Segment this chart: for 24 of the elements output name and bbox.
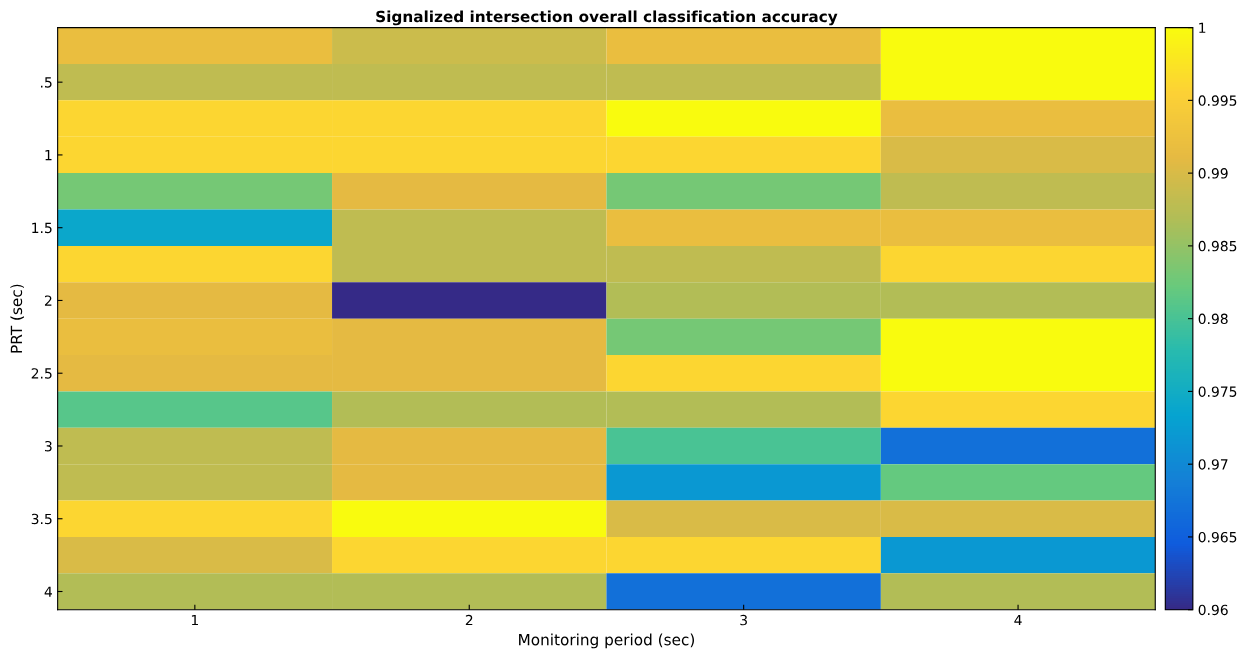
y-tick-label: 4	[44, 586, 52, 597]
y-tick-label: 1	[45, 150, 52, 161]
y-axis-title: PRT (sec)	[10, 284, 24, 353]
chart-title: Signalized intersection overall classification accuracy	[376, 10, 838, 26]
x-tick-label: 4	[1014, 614, 1022, 626]
y-tick-label: 2.5	[31, 368, 52, 379]
color-bar-label: 0.965	[1198, 531, 1237, 543]
y-tick-label: 1.5	[32, 222, 52, 234]
color-bar-label: 0.96	[1198, 604, 1228, 616]
color-bar-label: 1	[1199, 22, 1206, 33]
y-tick-label: 2	[44, 295, 52, 306]
color-bar-label: 0.99	[1198, 168, 1228, 179]
color-bar-label: 0.995	[1198, 95, 1237, 106]
y-tick-label: 3	[45, 440, 52, 452]
x-tick-label: 3	[740, 614, 747, 626]
x-axis-title: Monitoring period (sec)	[519, 633, 695, 649]
color-bar-label: 0.985	[1198, 240, 1237, 252]
y-tick-label: .5	[41, 77, 52, 88]
color-bar-label: 0.98	[1198, 313, 1228, 325]
y-tick-label: 3.5	[31, 513, 52, 525]
color-bar-label: 0.975	[1198, 386, 1237, 397]
x-tick-label: 2	[465, 614, 473, 626]
color-bar-label: 0.97	[1198, 459, 1228, 470]
x-tick-label: 1	[191, 614, 198, 626]
